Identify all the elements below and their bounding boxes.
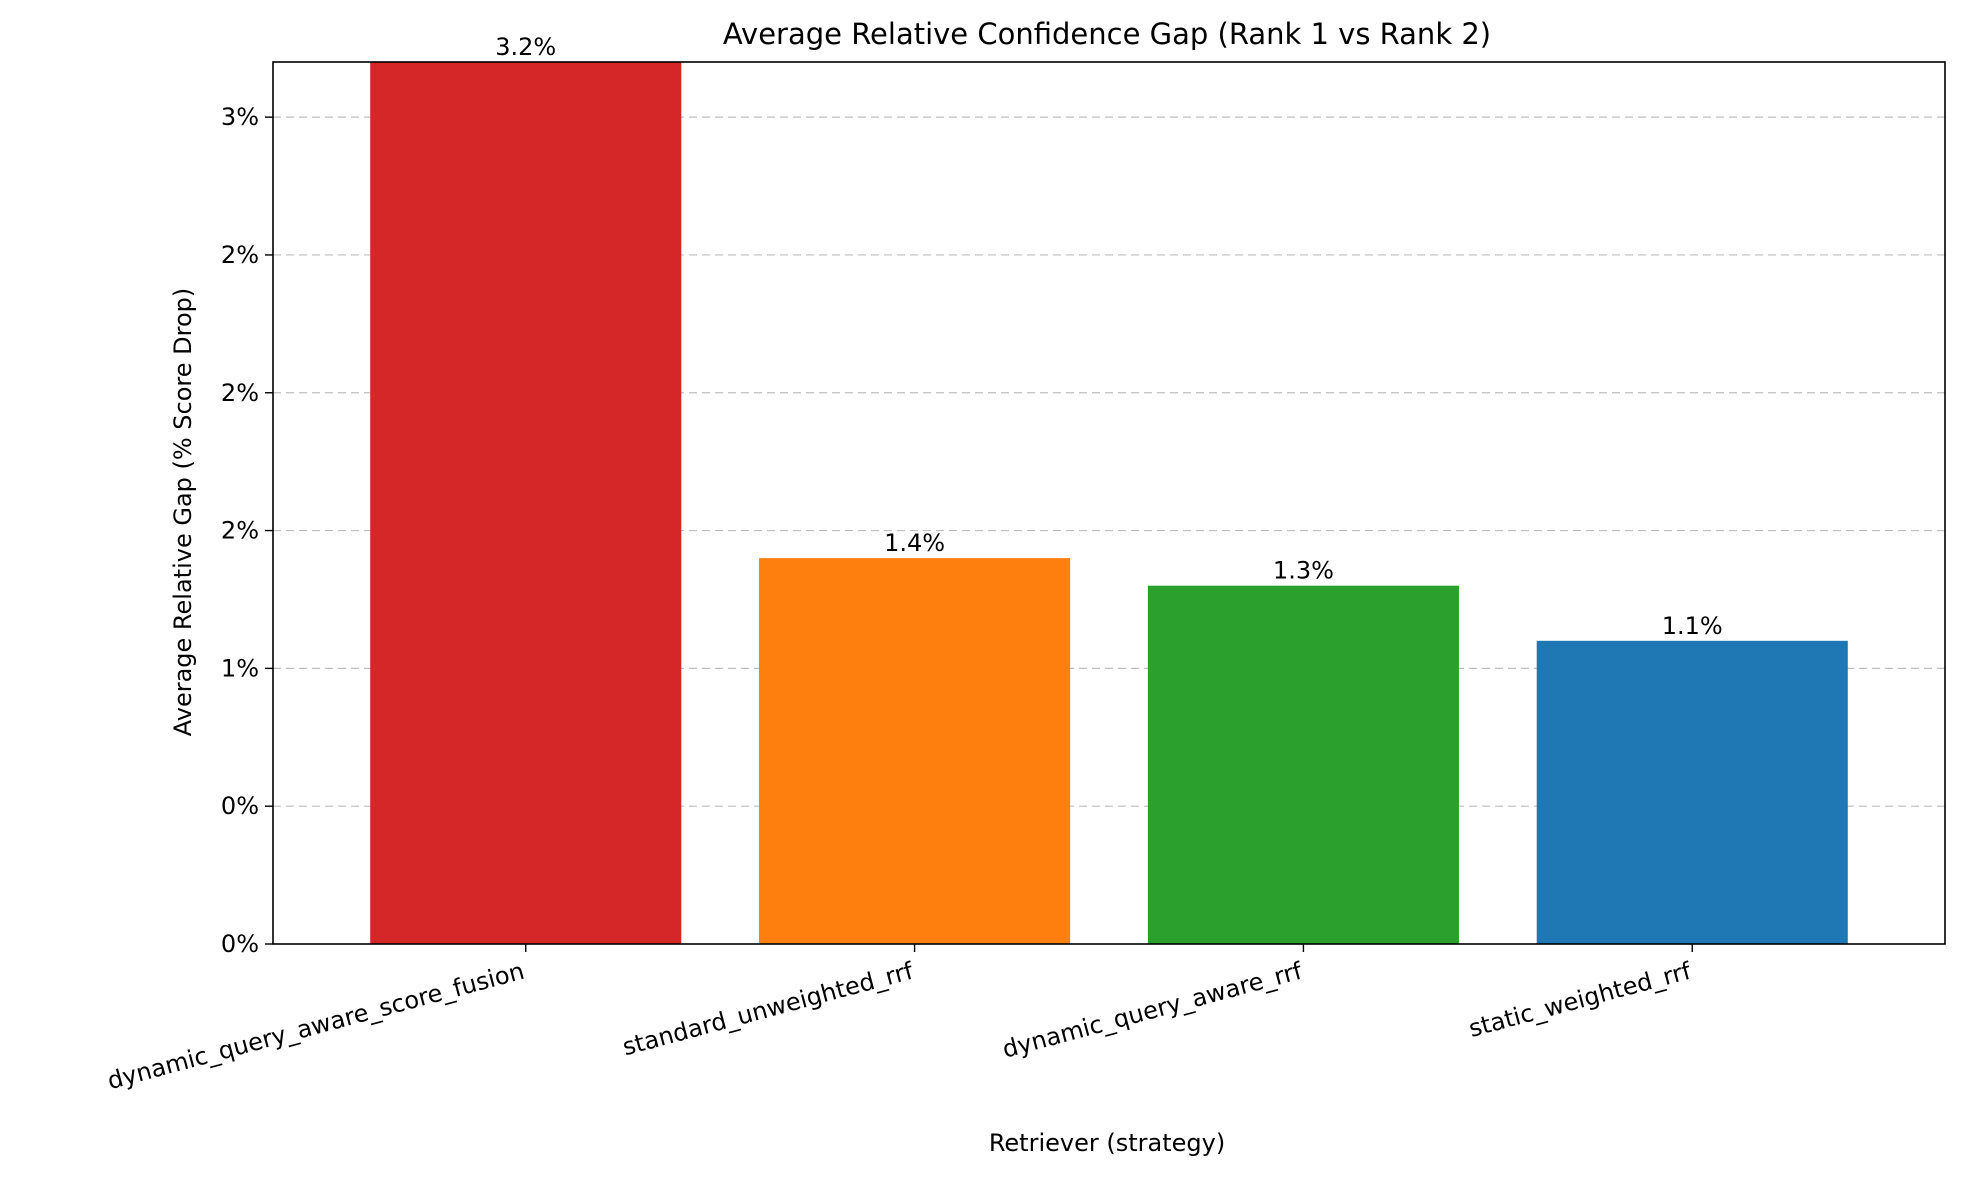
y-tick-label: 2% <box>221 379 259 407</box>
y-tick-label: 2% <box>221 517 259 545</box>
bar <box>759 558 1071 944</box>
y-axis-label: Average Relative Gap (% Score Drop) <box>169 288 197 737</box>
axes-frame <box>272 61 1946 945</box>
x-tick-label: dynamic_query_aware_score_fusion <box>104 957 527 1095</box>
bar <box>1147 585 1459 944</box>
y-tick-label: 3% <box>221 103 259 131</box>
bar <box>1536 640 1848 944</box>
x-axis-label: Retriever (strategy) <box>989 1129 1225 1157</box>
bar-value-label: 1.4% <box>884 529 945 557</box>
y-tick-label: 1% <box>221 654 259 682</box>
x-tick-label: static_weighted_rrf <box>1466 957 1695 1043</box>
x-tick-label: standard_unweighted_rrf <box>620 957 917 1062</box>
y-tick-label: 0% <box>221 930 259 958</box>
y-tick-label: 2% <box>221 241 259 269</box>
chart-title: Average Relative Confidence Gap (Rank 1 … <box>723 17 1491 51</box>
y-tick-label: 0% <box>221 792 259 820</box>
x-axis-ticks: dynamic_query_aware_score_fusion standard… <box>104 944 1694 1095</box>
bar-value-labels: 3.2% 1.4% 1.3% 1.1% <box>495 33 1722 640</box>
x-tick-label: dynamic_query_aware_rrf <box>999 957 1305 1064</box>
bars <box>370 62 1848 944</box>
bar-value-label: 1.3% <box>1273 557 1334 585</box>
y-axis-ticks: 0% 0% 1% 2% 2% 2% 3% <box>221 103 273 958</box>
bar-value-label: 3.2% <box>495 33 556 61</box>
bar <box>370 62 682 944</box>
bar-value-label: 1.1% <box>1662 612 1723 640</box>
